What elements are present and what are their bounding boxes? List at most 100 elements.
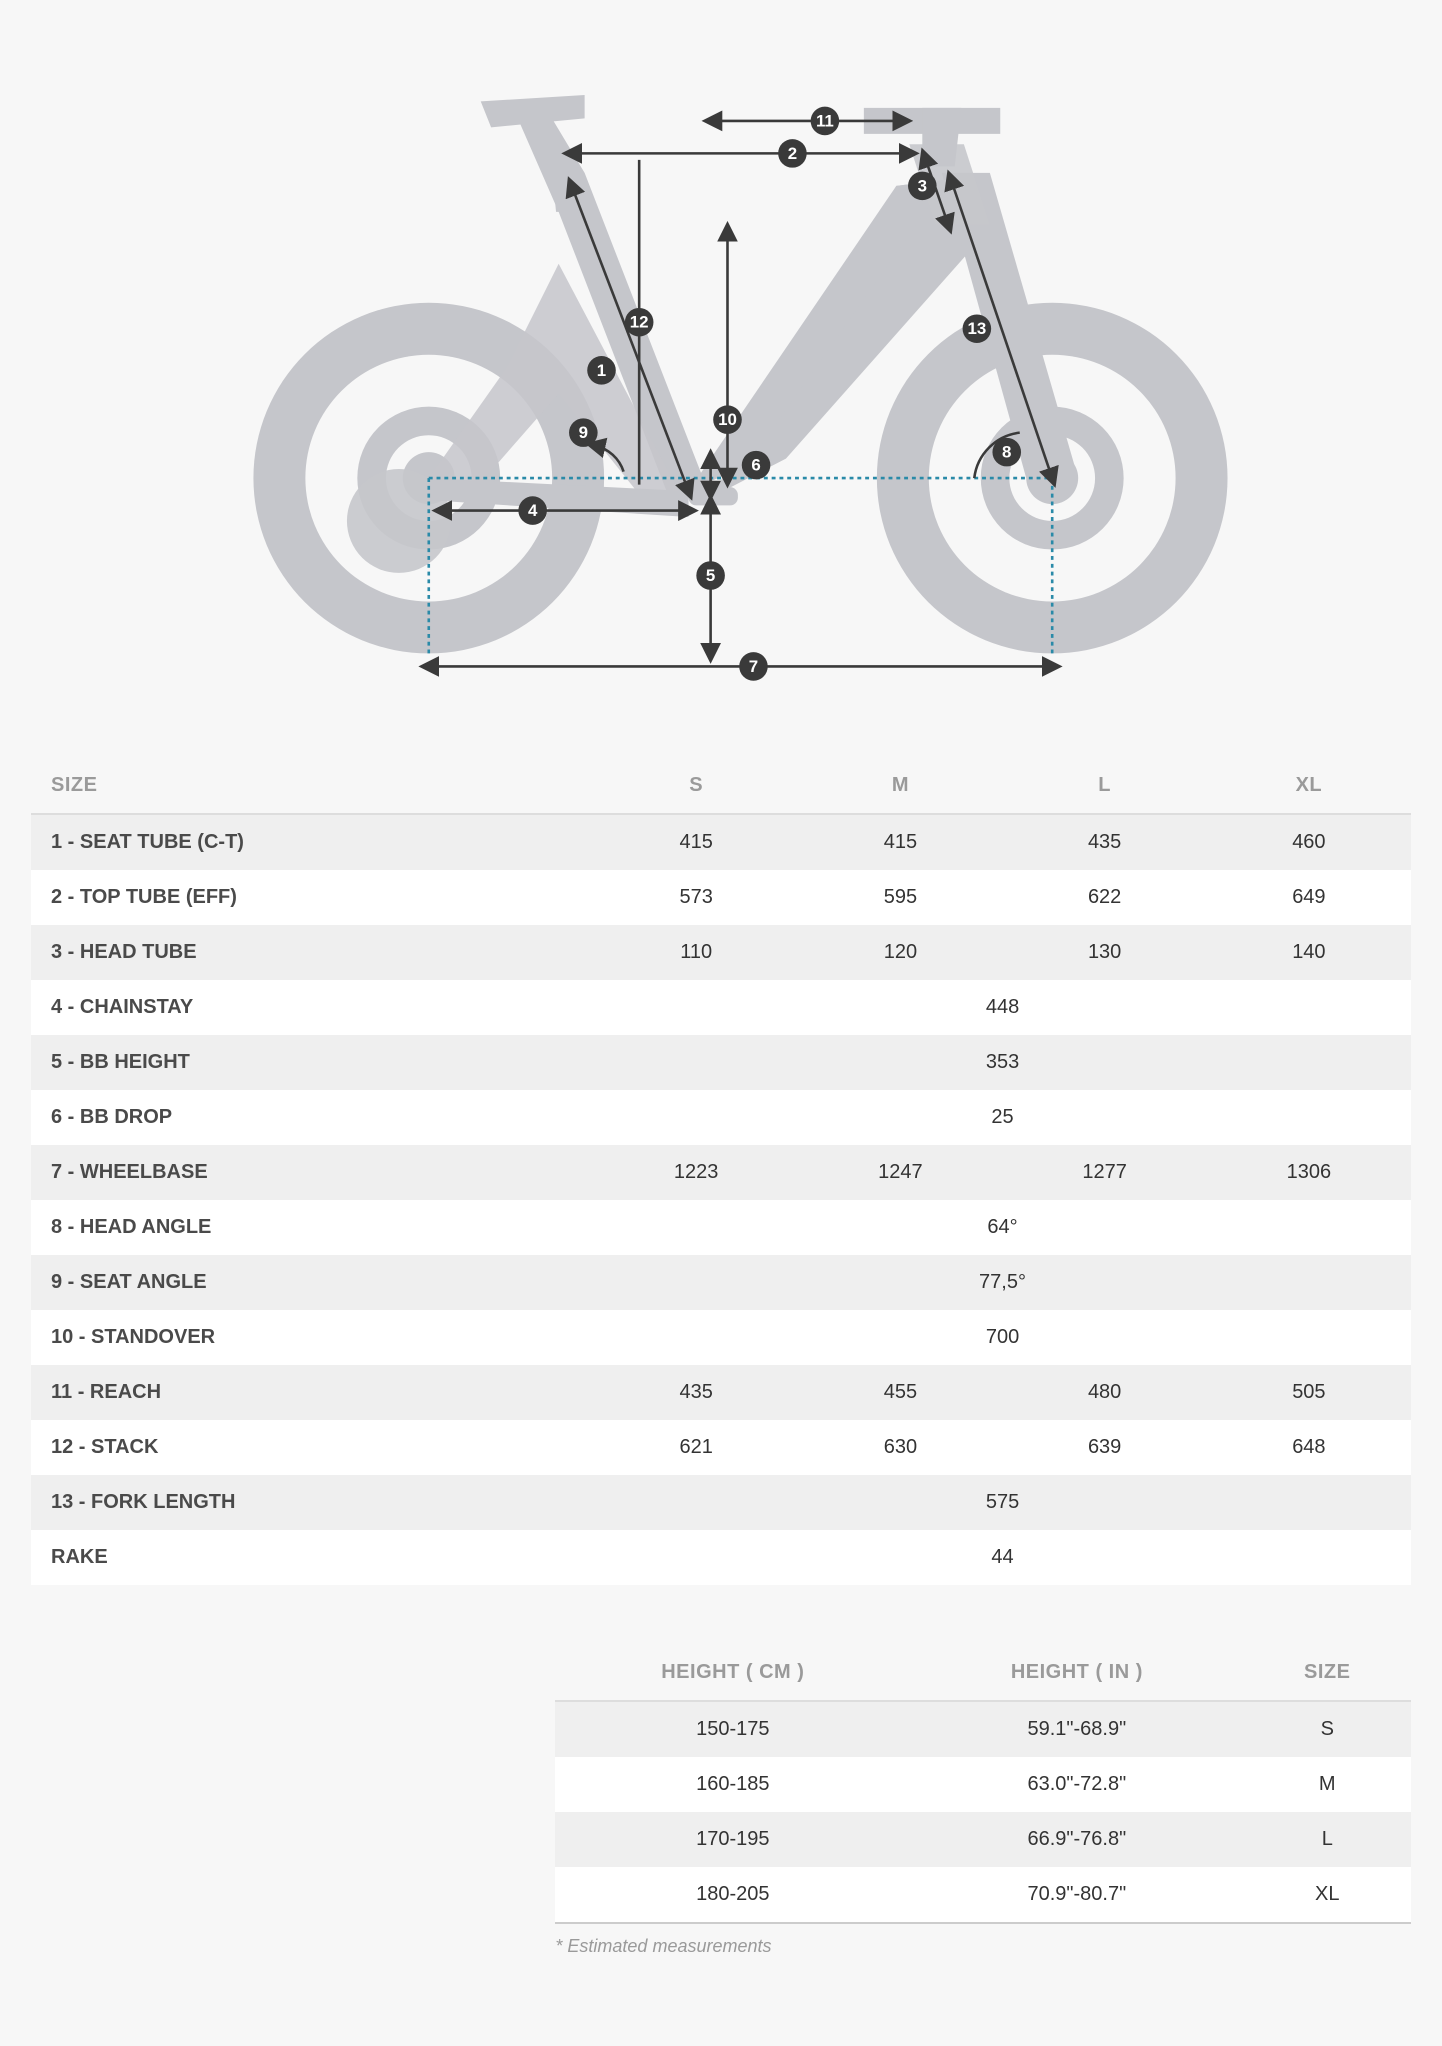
sizing-cell: XL (1244, 1867, 1412, 1923)
geom-row-label: 10 - STANDOVER (31, 1310, 594, 1365)
geom-row-label: 9 - SEAT ANGLE (31, 1255, 594, 1310)
geometry-diagram: 12345678910111213 (31, 30, 1411, 718)
geom-row-label: RAKE (31, 1530, 594, 1585)
geom-cell: 700 (594, 1310, 1411, 1365)
geometry-marker-label-11: 11 (816, 111, 834, 130)
geom-row: 1 - SEAT TUBE (C-T)415415435460 (31, 814, 1411, 870)
geom-row-label: 4 - CHAINSTAY (31, 980, 594, 1035)
geom-cell: 44 (594, 1530, 1411, 1585)
geometry-marker-label-10: 10 (718, 410, 737, 429)
geom-cell: 77,5° (594, 1255, 1411, 1310)
geom-cell: 110 (594, 925, 798, 980)
geom-row: 7 - WHEELBASE1223124712771306 (31, 1145, 1411, 1200)
geom-header: SIZE (31, 758, 594, 814)
geometry-marker-label-2: 2 (788, 144, 797, 163)
sizing-row: 170-19566.9"-76.8"L (555, 1812, 1411, 1867)
geom-row: 10 - STANDOVER700 (31, 1310, 1411, 1365)
geom-row-label: 5 - BB HEIGHT (31, 1035, 594, 1090)
sizing-cell: L (1244, 1812, 1412, 1867)
geom-header: S (594, 758, 798, 814)
geom-cell: 573 (594, 870, 798, 925)
geom-header: L (1003, 758, 1207, 814)
geom-cell: 621 (594, 1420, 798, 1475)
sizing-header: HEIGHT ( CM ) (555, 1645, 910, 1701)
sizing-header: SIZE (1244, 1645, 1412, 1701)
geom-row: 12 - STACK621630639648 (31, 1420, 1411, 1475)
geom-cell: 448 (594, 980, 1411, 1035)
geom-row: 3 - HEAD TUBE110120130140 (31, 925, 1411, 980)
geom-row: 9 - SEAT ANGLE77,5° (31, 1255, 1411, 1310)
geom-cell: 639 (1003, 1420, 1207, 1475)
sizing-cell: 170-195 (555, 1812, 910, 1867)
geom-cell: 455 (798, 1365, 1002, 1420)
geom-cell: 435 (594, 1365, 798, 1420)
geom-row-label: 6 - BB DROP (31, 1090, 594, 1145)
geom-cell: 435 (1003, 814, 1207, 870)
geom-header: M (798, 758, 1002, 814)
geometry-marker-label-7: 7 (749, 657, 758, 676)
sizing-cell: 180-205 (555, 1867, 910, 1923)
geometry-marker-label-12: 12 (630, 313, 649, 332)
geometry-marker-label-8: 8 (1002, 443, 1011, 462)
geom-cell: 648 (1207, 1420, 1411, 1475)
geom-cell: 25 (594, 1090, 1411, 1145)
sizing-cell: 150-175 (555, 1701, 910, 1757)
geometry-marker-label-1: 1 (597, 361, 606, 380)
geom-row-label: 8 - HEAD ANGLE (31, 1200, 594, 1255)
geom-row: 13 - FORK LENGTH575 (31, 1475, 1411, 1530)
geom-row: 6 - BB DROP25 (31, 1090, 1411, 1145)
geometry-marker-label-13: 13 (967, 319, 986, 338)
bike-geometry-svg: 12345678910111213 (169, 30, 1273, 718)
geometry-marker-label-4: 4 (528, 501, 538, 520)
sizing-cell: 160-185 (555, 1757, 910, 1812)
geom-row-label: 7 - WHEELBASE (31, 1145, 594, 1200)
sizing-row: 160-18563.0"-72.8"M (555, 1757, 1411, 1812)
sizing-footnote: * Estimated measurements (555, 1936, 1411, 1957)
geom-cell: 415 (594, 814, 798, 870)
geometry-marker-label-3: 3 (918, 176, 927, 195)
geometry-marker-label-6: 6 (751, 456, 760, 475)
geom-cell: 1223 (594, 1145, 798, 1200)
geom-cell: 575 (594, 1475, 1411, 1530)
geom-cell: 64° (594, 1200, 1411, 1255)
geom-cell: 649 (1207, 870, 1411, 925)
geom-row: 4 - CHAINSTAY448 (31, 980, 1411, 1035)
geom-cell: 1306 (1207, 1145, 1411, 1200)
geom-cell: 140 (1207, 925, 1411, 980)
geom-row-label: 12 - STACK (31, 1420, 594, 1475)
sizing-cell: 70.9"-80.7" (910, 1867, 1243, 1923)
geom-row-label: 3 - HEAD TUBE (31, 925, 594, 980)
geom-row: 11 - REACH435455480505 (31, 1365, 1411, 1420)
geom-row: 2 - TOP TUBE (EFF)573595622649 (31, 870, 1411, 925)
geom-cell: 460 (1207, 814, 1411, 870)
geom-cell: 415 (798, 814, 1002, 870)
geom-row: 8 - HEAD ANGLE64° (31, 1200, 1411, 1255)
sizing-row: 180-20570.9"-80.7"XL (555, 1867, 1411, 1923)
sizing-table: HEIGHT ( CM )HEIGHT ( IN )SIZE 150-17559… (555, 1645, 1411, 1924)
geom-row-label: 2 - TOP TUBE (EFF) (31, 870, 594, 925)
sizing-cell: S (1244, 1701, 1412, 1757)
geom-row: 5 - BB HEIGHT353 (31, 1035, 1411, 1090)
geometry-marker-label-9: 9 (579, 423, 588, 442)
geom-cell: 353 (594, 1035, 1411, 1090)
geom-row-label: 13 - FORK LENGTH (31, 1475, 594, 1530)
geom-cell: 120 (798, 925, 1002, 980)
geom-cell: 130 (1003, 925, 1207, 980)
geom-header: XL (1207, 758, 1411, 814)
geom-cell: 1277 (1003, 1145, 1207, 1200)
geom-cell: 480 (1003, 1365, 1207, 1420)
geom-cell: 630 (798, 1420, 1002, 1475)
geom-row-label: 1 - SEAT TUBE (C-T) (31, 814, 594, 870)
sizing-cell: M (1244, 1757, 1412, 1812)
geom-cell: 595 (798, 870, 1002, 925)
sizing-cell: 63.0"-72.8" (910, 1757, 1243, 1812)
sizing-cell: 59.1"-68.9" (910, 1701, 1243, 1757)
geometry-marker-label-5: 5 (706, 566, 715, 585)
geom-cell: 505 (1207, 1365, 1411, 1420)
sizing-cell: 66.9"-76.8" (910, 1812, 1243, 1867)
sizing-row: 150-17559.1"-68.9"S (555, 1701, 1411, 1757)
geom-cell: 622 (1003, 870, 1207, 925)
geom-row-label: 11 - REACH (31, 1365, 594, 1420)
geom-cell: 1247 (798, 1145, 1002, 1200)
sizing-header: HEIGHT ( IN ) (910, 1645, 1243, 1701)
